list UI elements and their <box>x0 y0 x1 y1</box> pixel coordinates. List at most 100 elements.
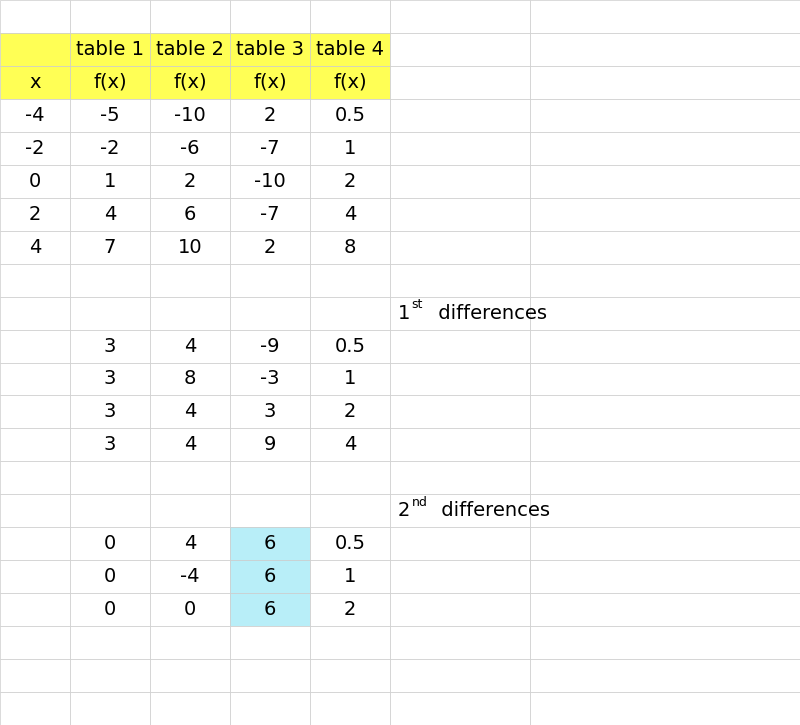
Bar <box>70 165 150 198</box>
Bar <box>230 626 310 659</box>
Bar <box>70 527 150 560</box>
Bar <box>230 132 310 165</box>
Bar <box>530 527 800 560</box>
Text: table 3: table 3 <box>236 40 304 59</box>
Text: 0: 0 <box>29 172 41 191</box>
Bar <box>310 33 390 66</box>
Bar <box>70 0 150 33</box>
Bar <box>310 0 390 33</box>
Bar <box>230 0 310 33</box>
Bar <box>150 593 230 626</box>
Bar <box>230 395 310 428</box>
Bar <box>230 428 310 461</box>
Bar <box>150 0 230 33</box>
Bar <box>390 362 530 395</box>
Text: 10: 10 <box>178 238 202 257</box>
Bar <box>390 132 530 165</box>
Bar <box>390 560 530 593</box>
Bar <box>70 494 150 527</box>
Bar <box>310 330 390 362</box>
Text: 4: 4 <box>344 204 356 224</box>
Bar <box>390 494 530 527</box>
Bar <box>70 362 150 395</box>
Text: f(x): f(x) <box>173 73 207 92</box>
Bar <box>390 0 530 33</box>
Text: 4: 4 <box>184 436 196 455</box>
Bar <box>70 593 150 626</box>
Bar <box>70 330 150 362</box>
Text: 0: 0 <box>104 534 116 553</box>
Bar <box>150 66 230 99</box>
Bar <box>230 692 310 725</box>
Bar <box>0 659 70 692</box>
Bar <box>230 99 310 132</box>
Text: -2: -2 <box>26 138 45 158</box>
Bar <box>0 428 70 461</box>
Bar <box>0 99 70 132</box>
Text: 2: 2 <box>344 172 356 191</box>
Bar <box>0 330 70 362</box>
Text: -4: -4 <box>180 567 200 587</box>
Bar <box>530 692 800 725</box>
Bar <box>530 626 800 659</box>
Bar <box>0 395 70 428</box>
Text: -6: -6 <box>180 138 200 158</box>
Bar <box>390 659 530 692</box>
Text: 0: 0 <box>104 600 116 619</box>
Text: 4: 4 <box>184 534 196 553</box>
Bar <box>530 66 800 99</box>
Bar <box>230 527 310 560</box>
Bar <box>390 395 530 428</box>
Bar <box>150 165 230 198</box>
Bar <box>310 461 390 494</box>
Bar <box>530 231 800 264</box>
Bar <box>0 231 70 264</box>
Bar <box>150 264 230 297</box>
Bar <box>390 99 530 132</box>
Bar <box>310 297 390 330</box>
Text: 0: 0 <box>104 567 116 587</box>
Bar <box>70 264 150 297</box>
Text: st: st <box>411 298 423 311</box>
Bar <box>70 461 150 494</box>
Bar <box>390 297 530 330</box>
Bar <box>530 33 800 66</box>
Bar <box>150 692 230 725</box>
Bar <box>530 198 800 231</box>
Bar <box>0 593 70 626</box>
Bar <box>150 362 230 395</box>
Text: 6: 6 <box>264 600 276 619</box>
Bar <box>310 626 390 659</box>
Bar <box>230 461 310 494</box>
Text: 1: 1 <box>398 304 410 323</box>
Text: 0.5: 0.5 <box>334 336 366 355</box>
Text: 3: 3 <box>104 402 116 421</box>
Bar <box>0 461 70 494</box>
Text: -7: -7 <box>260 138 280 158</box>
Bar <box>310 560 390 593</box>
Bar <box>70 99 150 132</box>
Bar <box>70 198 150 231</box>
Text: table 1: table 1 <box>76 40 144 59</box>
Bar <box>0 33 70 66</box>
Text: 0: 0 <box>184 600 196 619</box>
Bar <box>530 165 800 198</box>
Text: 7: 7 <box>104 238 116 257</box>
Text: 2: 2 <box>184 172 196 191</box>
Bar <box>0 527 70 560</box>
Bar <box>70 428 150 461</box>
Bar <box>150 461 230 494</box>
Text: 3: 3 <box>104 436 116 455</box>
Bar <box>70 659 150 692</box>
Bar <box>230 362 310 395</box>
Bar <box>310 527 390 560</box>
Bar <box>530 297 800 330</box>
Bar <box>310 264 390 297</box>
Bar <box>530 330 800 362</box>
Bar <box>310 395 390 428</box>
Bar <box>230 659 310 692</box>
Text: -10: -10 <box>254 172 286 191</box>
Bar <box>0 264 70 297</box>
Bar <box>150 99 230 132</box>
Text: differences: differences <box>432 304 546 323</box>
